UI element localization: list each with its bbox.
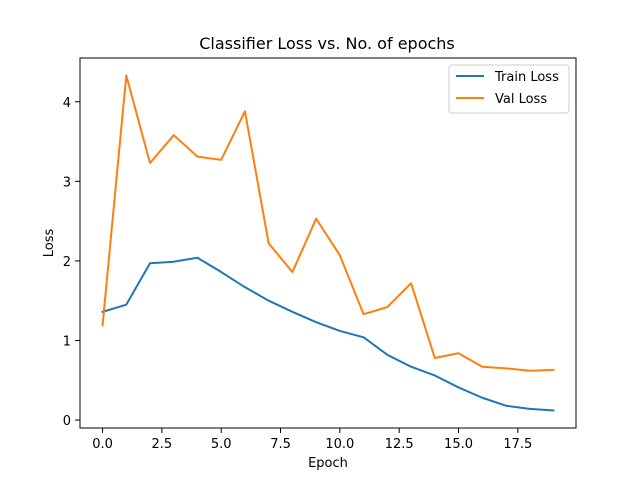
series-line-train-loss (101, 256, 555, 412)
x-axis-ticks: 0.0 2.5 5.0 7.5 10.0 12.5 15.0 17.5 (92, 428, 532, 452)
y-tick-label: 3 (63, 175, 71, 190)
plot-frame (79, 57, 577, 429)
x-tick-label: 0.0 (92, 437, 113, 452)
x-tick-label: 12.5 (385, 437, 414, 452)
x-tick-label: 2.5 (152, 437, 173, 452)
legend: Train Loss Val Loss (448, 64, 570, 114)
x-tick-label: 10.0 (325, 437, 354, 452)
plot-area (80, 58, 576, 428)
series-line-val-loss (101, 74, 555, 372)
y-tick-label: 1 (63, 334, 71, 349)
x-tick-label: 5.0 (211, 437, 232, 452)
y-axis-ticks: 0 1 2 3 4 (63, 96, 80, 429)
chart-title: Classifier Loss vs. No. of epochs (199, 34, 455, 53)
x-tick-label: 15.0 (444, 437, 473, 452)
x-tick-label: 7.5 (270, 437, 291, 452)
y-tick-label: 2 (63, 255, 71, 270)
x-axis-label: Epoch (308, 456, 348, 471)
x-tick-label: 17.5 (503, 437, 532, 452)
legend-label-train-loss: Train Loss (494, 70, 559, 85)
legend-label-val-loss: Val Loss (495, 92, 547, 107)
y-tick-label: 4 (63, 96, 71, 111)
y-tick-label: 0 (63, 414, 71, 429)
series-layer (101, 74, 555, 412)
y-axis-label: Loss (42, 229, 57, 258)
